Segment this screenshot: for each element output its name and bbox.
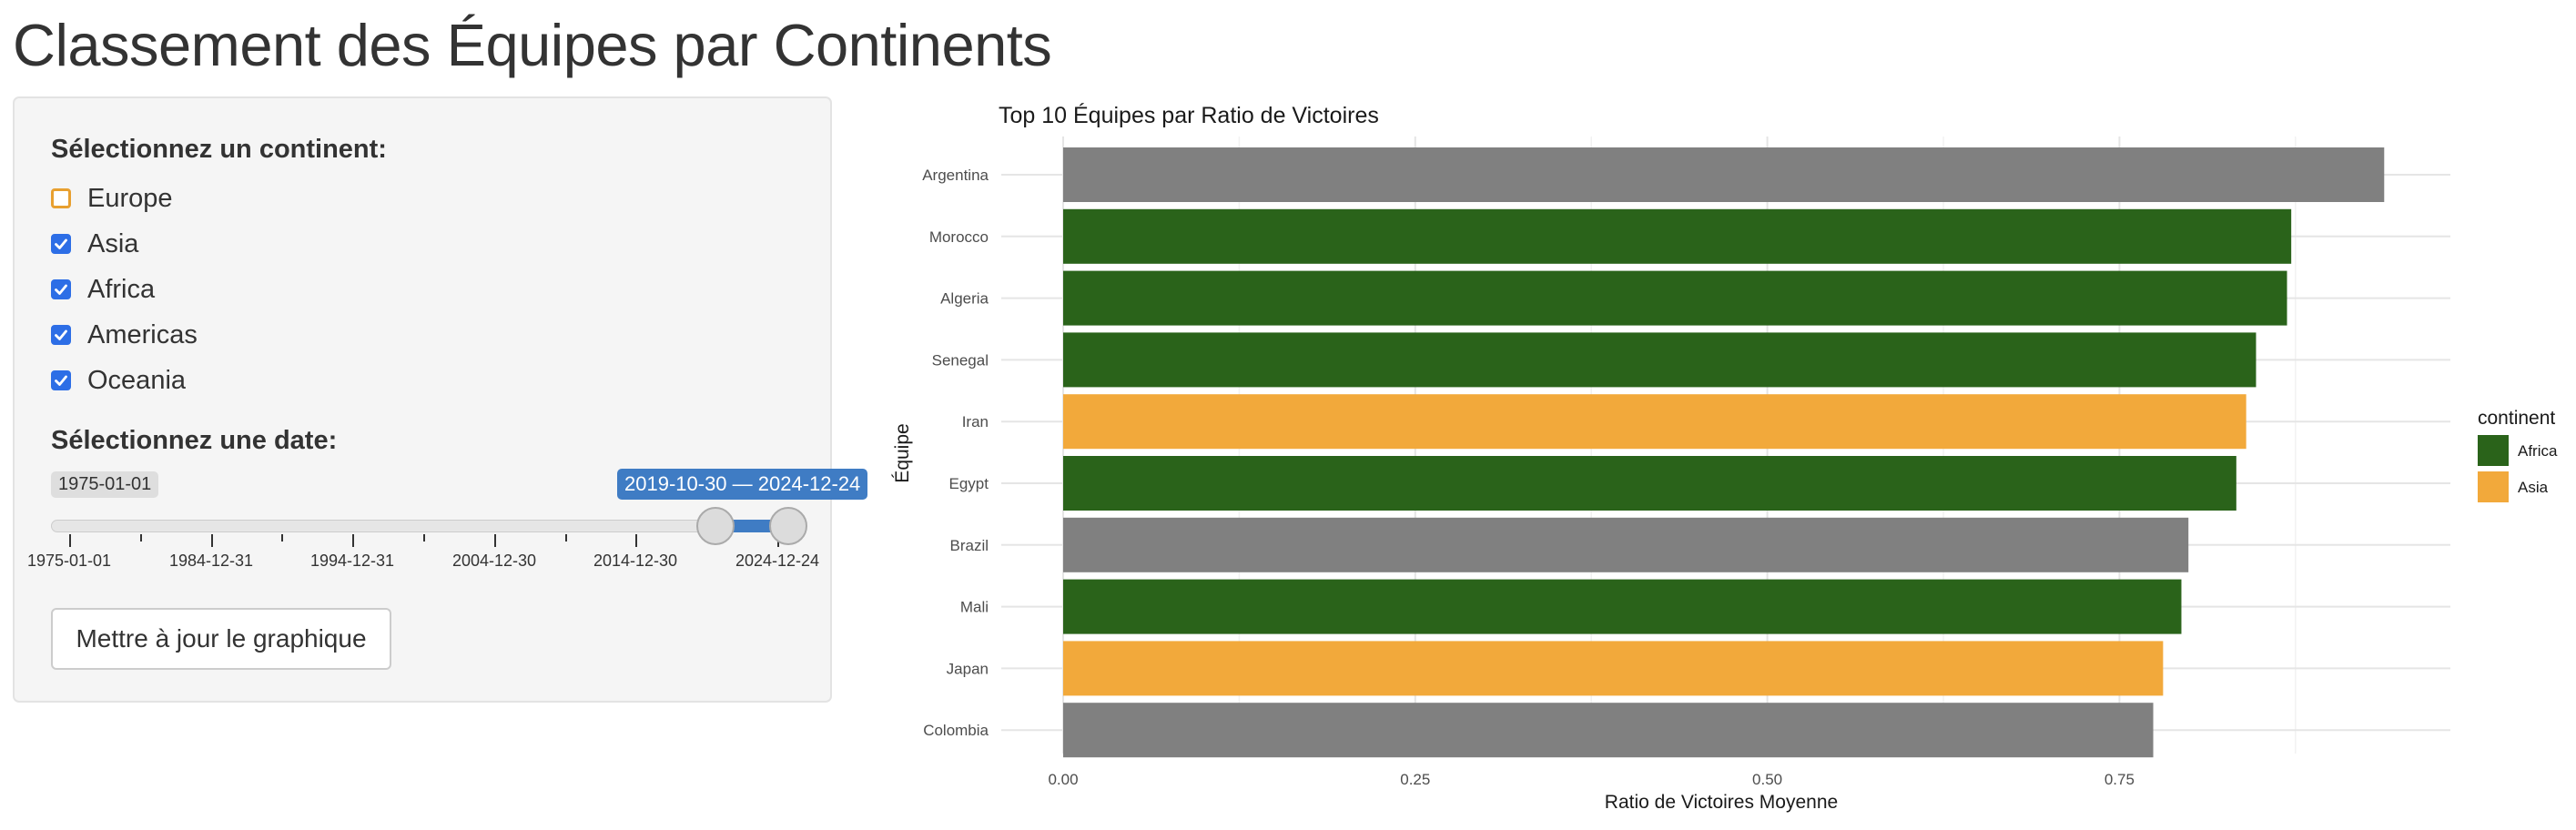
legend-title: continent xyxy=(2478,408,2555,429)
date-slider-handle-to[interactable] xyxy=(769,507,807,545)
y-tick-label: Senegal xyxy=(932,351,989,369)
legend-label: Asia xyxy=(2518,479,2549,496)
continent-checkbox[interactable] xyxy=(51,234,71,254)
continent-option-oceania[interactable]: Oceania xyxy=(51,362,186,399)
x-axis-label: Ratio de Victoires Moyenne xyxy=(1605,792,1838,813)
slider-tick xyxy=(281,534,283,542)
y-tick-label: Brazil xyxy=(949,537,989,554)
check-icon xyxy=(55,238,67,249)
chart-title: Top 10 Équipes par Ratio de Victoires xyxy=(999,102,1379,128)
continent-option-label: Asia xyxy=(87,228,139,258)
slider-tick-label: 2014-12-30 xyxy=(593,552,678,570)
continent-option-label: Europe xyxy=(87,183,173,213)
x-tick-label: 0.75 xyxy=(2104,771,2135,788)
bar xyxy=(1063,579,2182,634)
continent-option-europe[interactable]: Europe xyxy=(51,180,173,217)
x-tick-label: 0.25 xyxy=(1400,771,1430,788)
chart-bars xyxy=(1063,147,2385,758)
slider-tick-label: 1975-01-01 xyxy=(26,552,112,570)
date-select-label: Sélectionnez une date: xyxy=(51,426,338,455)
bar xyxy=(1063,456,2236,511)
continent-checkbox[interactable] xyxy=(51,370,71,390)
continent-option-label: Africa xyxy=(87,274,156,304)
continent-option-label: Oceania xyxy=(87,365,187,395)
date-slider-handle-from[interactable] xyxy=(696,507,735,545)
y-tick-label: Mali xyxy=(960,599,989,616)
y-tick-label: Iran xyxy=(962,413,989,430)
y-tick-label: Egypt xyxy=(949,475,989,492)
slider-min-label: 1975-01-01 xyxy=(51,471,159,498)
y-tick-label: Argentina xyxy=(922,167,989,184)
continent-option-label: Americas xyxy=(87,319,198,349)
bar xyxy=(1063,270,2287,326)
chart-legend: continent Africa Asia xyxy=(2478,408,2558,502)
continent-checkbox[interactable] xyxy=(51,279,71,299)
update-chart-button[interactable]: Mettre à jour le graphique xyxy=(51,608,391,670)
bar xyxy=(1063,208,2292,264)
slider-tick xyxy=(211,534,213,547)
x-tick-label: 0.00 xyxy=(1048,771,1078,788)
slider-tick xyxy=(140,534,142,542)
slider-tick xyxy=(635,534,637,547)
bar xyxy=(1063,517,2189,572)
slider-range-label: 2019-10-30 — 2024-12-24 xyxy=(617,469,868,500)
x-tick-label: 0.50 xyxy=(1752,771,1782,788)
check-icon xyxy=(55,375,67,386)
y-tick-label: Colombia xyxy=(923,722,989,739)
bar xyxy=(1063,641,2164,696)
slider-tick xyxy=(494,534,496,547)
legend-swatch xyxy=(2478,471,2509,502)
slider-tick-label: 1984-12-31 xyxy=(168,552,254,570)
check-icon xyxy=(55,329,67,340)
continent-option-africa[interactable]: Africa xyxy=(51,271,155,308)
continent-checkbox[interactable] xyxy=(51,325,71,345)
date-slider-track[interactable] xyxy=(51,520,797,532)
bar-chart: Top 10 Équipes par Ratio de Victoires Ar… xyxy=(892,102,2558,813)
y-axis-label: Équipe xyxy=(892,423,913,482)
legend-label: Africa xyxy=(2518,442,2558,460)
chart-x-tick-labels: 0.00 0.25 0.50 0.75 xyxy=(1048,771,2135,788)
slider-tick xyxy=(69,534,71,547)
y-tick-label: Morocco xyxy=(929,228,989,246)
slider-tick-label: 2024-12-24 xyxy=(735,552,820,570)
y-tick-label: Algeria xyxy=(940,290,989,308)
check-icon xyxy=(55,284,67,295)
sidebar-panel: Sélectionnez un continent: Europe Asia Afr… xyxy=(13,96,868,703)
slider-tick xyxy=(352,534,354,547)
slider-tick-label: 1994-12-31 xyxy=(309,552,395,570)
bar xyxy=(1063,703,2154,758)
continent-option-americas[interactable]: Americas xyxy=(51,317,198,353)
y-tick-label: Japan xyxy=(947,660,989,677)
chart-y-tick-labels: Argentina Morocco Algeria Senegal Iran Egypt B… xyxy=(922,167,989,739)
slider-tick-label: 2004-12-30 xyxy=(451,552,537,570)
bar xyxy=(1063,394,2246,450)
page-title: Classement des Équipes par Continents xyxy=(13,12,1052,78)
continent-select-label: Sélectionnez un continent: xyxy=(51,135,387,164)
bar xyxy=(1063,147,2385,202)
continent-checkbox[interactable] xyxy=(51,188,71,208)
bar xyxy=(1063,332,2257,388)
slider-tick xyxy=(423,534,425,542)
slider-tick xyxy=(565,534,567,542)
legend-swatch xyxy=(2478,435,2509,466)
continent-option-asia[interactable]: Asia xyxy=(51,226,138,262)
